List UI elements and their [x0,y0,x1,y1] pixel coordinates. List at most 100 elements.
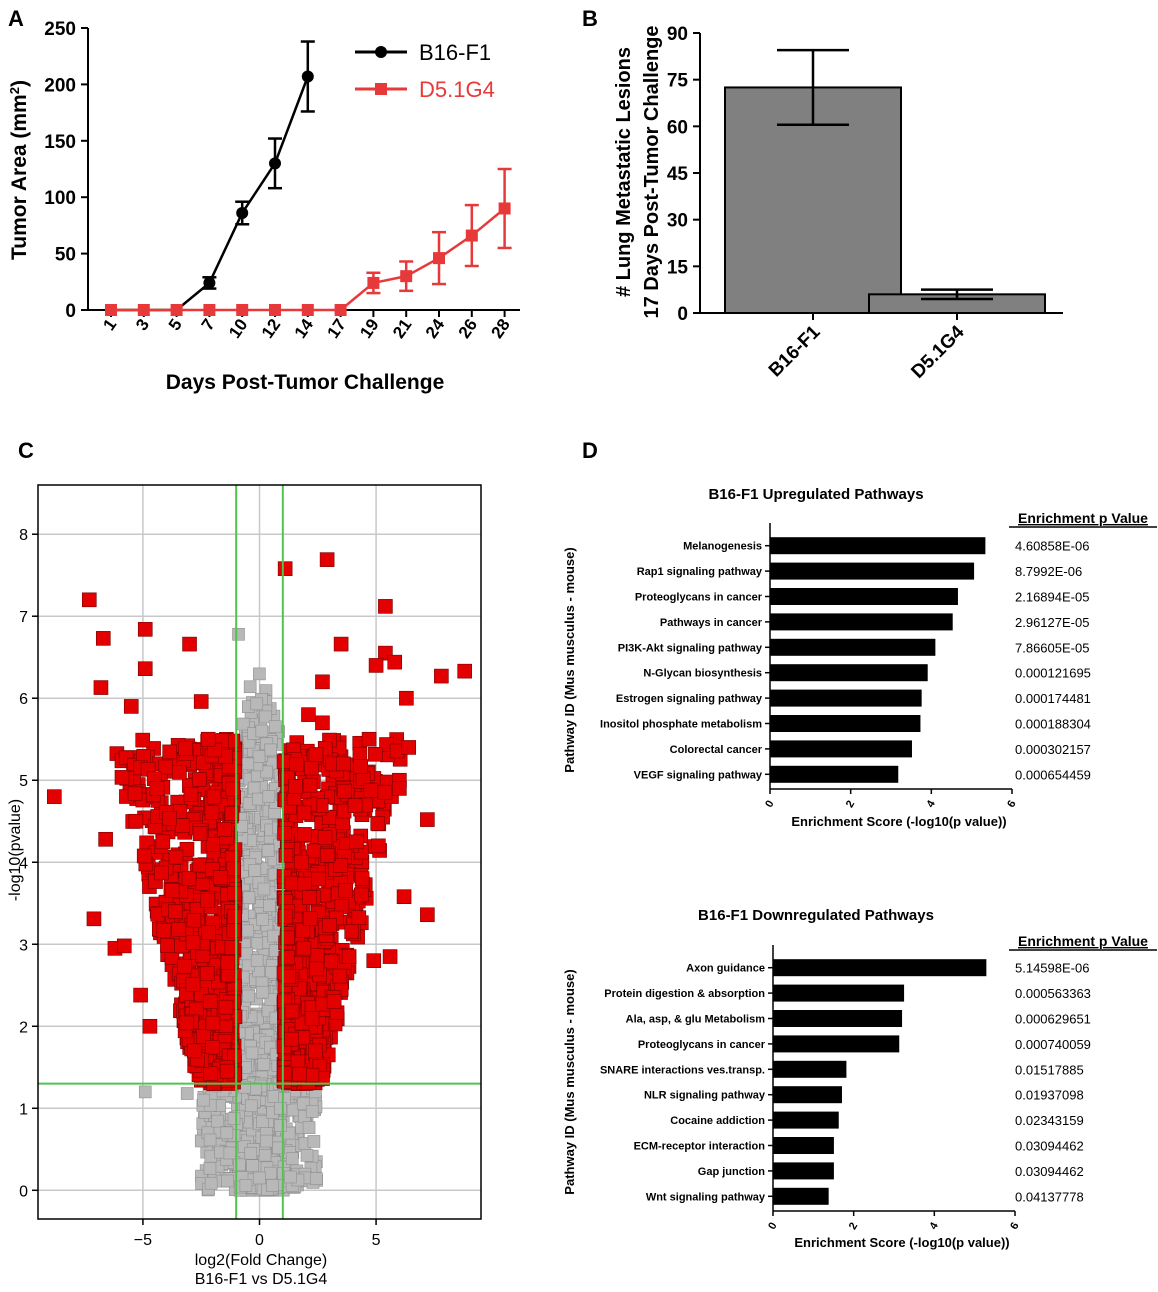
point-significant [315,674,330,690]
x-tick-label: 5 [165,315,186,334]
category-label: Inositol phosphate metabolism [600,719,762,731]
y-axis-title-line1: # Lung Metastatic Lesions [613,47,635,297]
value-column-header: Enrichment p Value [1018,933,1148,949]
point-significant [154,865,169,881]
y-tick-label: 100 [44,188,76,209]
point-nonsignificant [268,720,282,734]
point-nonsignificant [259,710,272,724]
x-axis-title: Enrichment Score (-log10(p value)) [791,814,1006,829]
point-significant [86,911,102,927]
y-tick-label: 250 [44,19,76,40]
point-significant [289,757,304,773]
point-significant [133,987,148,1003]
panel-d-downregulated-chart: B16-F1 Downregulated Pathways Enrichment … [562,907,1157,1250]
point-significant [336,783,352,799]
point-significant [183,787,199,802]
point-significant [457,663,472,679]
point-nonsignificant [211,1114,225,1128]
data-point [236,206,249,219]
point-significant [199,966,215,981]
point-significant [114,770,130,785]
category-label: ECM-receptor interaction [634,1141,766,1153]
point-significant [280,930,295,946]
point-nonsignificant [138,1085,152,1099]
point-nonsignificant [274,1101,287,1115]
x-tick-label: 5 [372,1232,381,1249]
point-significant [213,870,228,885]
point-significant [162,811,177,826]
bar [773,1187,829,1205]
y-tick-label: 2 [19,1019,28,1036]
y-tick-label: 45 [667,164,689,185]
point-nonsignificant [261,844,275,857]
category-label: Proteoglycans in cancer [638,1039,766,1051]
point-significant [47,789,62,804]
point-nonsignificant [180,1087,194,1100]
point-significant [396,889,412,904]
point-nonsignificant [243,680,257,694]
y-tick-label: 200 [44,75,76,96]
point-significant [297,876,313,892]
y-tick-label: 0 [65,301,76,322]
category-label: Cocaine addiction [670,1115,765,1127]
data-point [301,70,314,83]
category-label: Melanogenesis [683,541,762,553]
point-significant [304,1067,320,1083]
point-significant [192,857,208,873]
point-nonsignificant [285,1152,299,1165]
point-significant [174,818,190,833]
y-axis-title: Pathway ID (Mus musculus - mouse) [562,969,577,1194]
point-significant [301,707,316,722]
category-label: Gap junction [698,1166,766,1178]
x-tick-label: 21 [389,315,415,341]
point-significant [354,871,370,886]
y-tick-label: 7 [19,609,28,626]
point-significant [276,754,292,769]
x-tick-label: 3 [132,315,153,334]
point-nonsignificant [272,1141,285,1155]
x-tick-label: D5.1G4 [907,321,968,382]
panel-label-b: B [582,6,598,31]
category-label: Pathways in cancer [660,617,763,629]
bar [770,740,912,758]
y-tick-label: 1 [19,1101,28,1118]
p-value-label: 0.02343159 [1015,1113,1084,1128]
p-value-label: 8.7992E-06 [1015,564,1082,579]
bar [773,1060,847,1078]
point-significant [377,784,393,800]
point-significant [226,861,241,877]
point-significant [277,826,292,841]
point-nonsignificant [233,1158,246,1172]
x-tick-label: 26 [455,315,481,341]
point-significant [205,1040,220,1055]
point-nonsignificant [302,1121,316,1134]
y-axis-title: Tumor Area (mm2) [7,80,32,260]
y-tick-label: 0 [19,1183,28,1200]
point-significant [382,949,398,964]
panel-d-upregulated-chart: B16-F1 Upregulated Pathways Enrichment p … [562,486,1157,829]
point-nonsignificant [239,1179,253,1192]
point-nonsignificant [203,1133,217,1147]
x-axis-title: Enrichment Score (-log10(p value)) [794,1235,1009,1250]
data-point [334,304,347,316]
point-significant [204,805,220,820]
series-line-B16-F1 [111,76,309,312]
bar [773,1035,900,1053]
point-significant [206,789,222,805]
bar [770,588,958,605]
point-significant [149,781,165,796]
point-nonsignificant [257,1057,271,1071]
point-significant [399,690,414,706]
point-significant [142,1018,158,1034]
point-significant [135,732,151,748]
point-significant [370,816,386,831]
point-nonsignificant [255,985,269,999]
point-significant [205,837,221,852]
point-significant [172,765,187,780]
point-nonsignificant [250,954,264,967]
x-tick-label: 14 [291,315,318,342]
bar [770,689,922,707]
point-significant [220,955,236,970]
point-nonsignificant [236,717,250,731]
point-significant [304,760,319,776]
